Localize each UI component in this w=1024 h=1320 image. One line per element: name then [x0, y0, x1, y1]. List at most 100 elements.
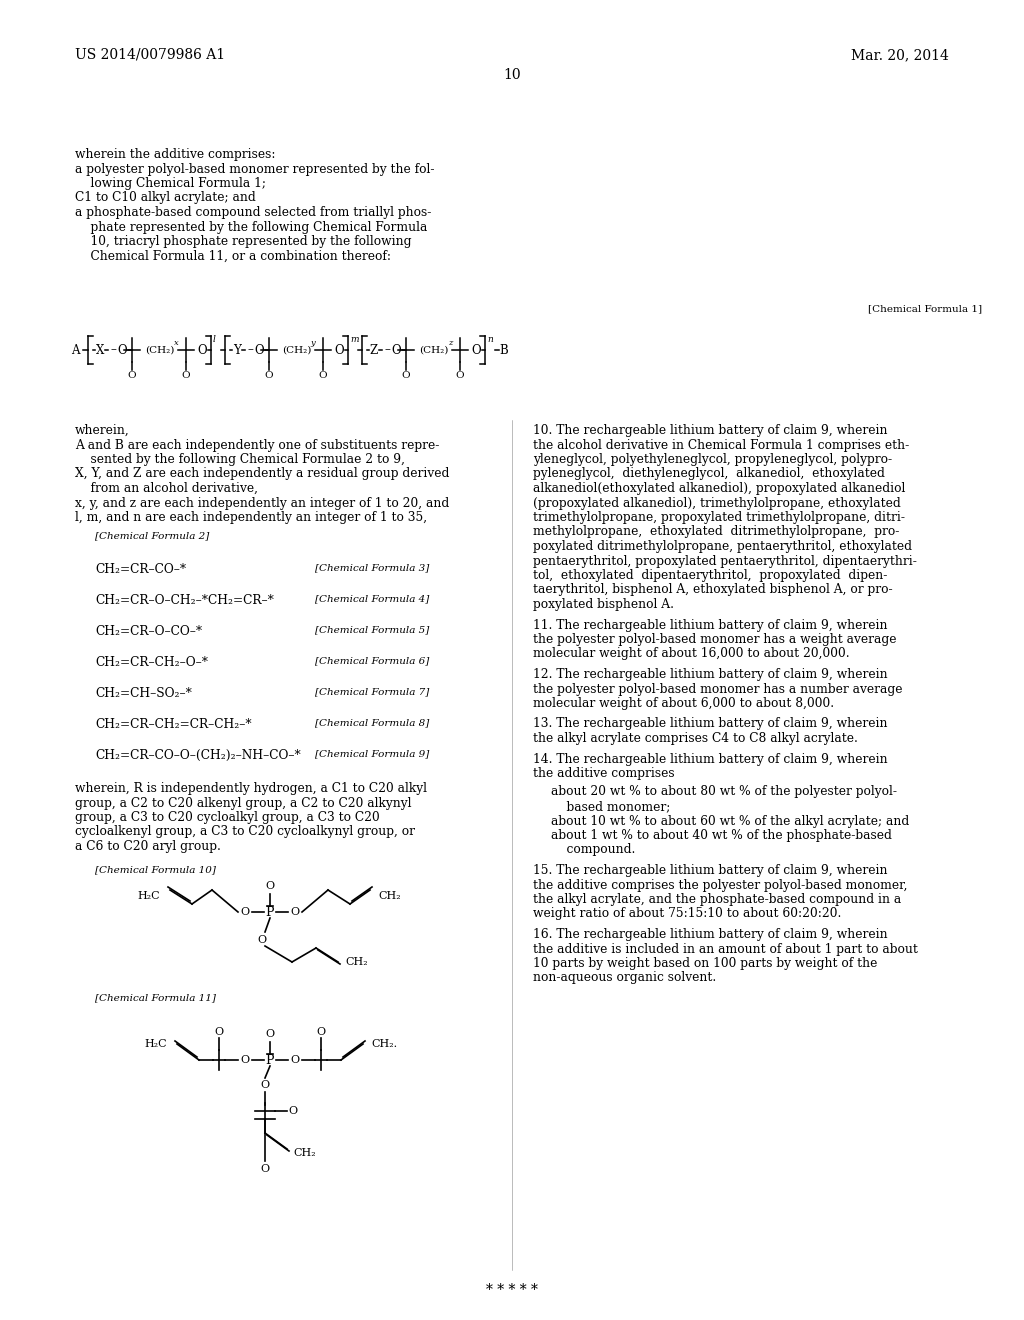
Text: [Chemical Formula 8]: [Chemical Formula 8] — [315, 718, 429, 727]
Text: based monomer;: based monomer; — [551, 800, 671, 813]
Text: methylolpropane,  ethoxylated  ditrimethylolpropane,  pro-: methylolpropane, ethoxylated ditrimethyl… — [534, 525, 899, 539]
Text: 10: 10 — [503, 69, 521, 82]
Text: n: n — [487, 335, 493, 345]
Text: B: B — [500, 343, 508, 356]
Text: O: O — [241, 907, 250, 917]
Text: O: O — [456, 371, 464, 380]
Text: Y: Y — [233, 343, 241, 356]
Text: P: P — [266, 1053, 274, 1067]
Text: [Chemical Formula 4]: [Chemical Formula 4] — [315, 594, 429, 603]
Text: C1 to C10 alkyl acrylate; and: C1 to C10 alkyl acrylate; and — [75, 191, 256, 205]
Text: molecular weight of about 16,000 to about 20,000.: molecular weight of about 16,000 to abou… — [534, 648, 850, 660]
Text: O: O — [198, 343, 207, 356]
Text: from an alcohol derivative,: from an alcohol derivative, — [75, 482, 258, 495]
Text: molecular weight of about 6,000 to about 8,000.: molecular weight of about 6,000 to about… — [534, 697, 835, 710]
Text: (propoxylated alkanediol), trimethylolpropane, ethoxylated: (propoxylated alkanediol), trimethylolpr… — [534, 496, 901, 510]
Text: 14. The rechargeable lithium battery of claim 9, wherein: 14. The rechargeable lithium battery of … — [534, 752, 888, 766]
Text: pentaerythritol, propoxylated pentaerythritol, dipentaerythri-: pentaerythritol, propoxylated pentaeryth… — [534, 554, 916, 568]
Text: y: y — [310, 339, 315, 347]
Text: –: – — [110, 343, 116, 356]
Text: weight ratio of about 75:15:10 to about 60:20:20.: weight ratio of about 75:15:10 to about … — [534, 908, 842, 920]
Text: tol,  ethoxylated  dipentaerythritol,  propoxylated  dipen-: tol, ethoxylated dipentaerythritol, prop… — [534, 569, 888, 582]
Text: a C6 to C20 aryl group.: a C6 to C20 aryl group. — [75, 840, 221, 853]
Text: a polyester polyol-based monomer represented by the fol-: a polyester polyol-based monomer represe… — [75, 162, 434, 176]
Text: 16. The rechargeable lithium battery of claim 9, wherein: 16. The rechargeable lithium battery of … — [534, 928, 888, 941]
Text: CH₂: CH₂ — [293, 1148, 315, 1158]
Text: O: O — [471, 343, 481, 356]
Text: O: O — [291, 1055, 300, 1065]
Text: 12. The rechargeable lithium battery of claim 9, wherein: 12. The rechargeable lithium battery of … — [534, 668, 888, 681]
Text: US 2014/0079986 A1: US 2014/0079986 A1 — [75, 48, 225, 62]
Text: A: A — [71, 343, 79, 356]
Text: sented by the following Chemical Formulae 2 to 9,: sented by the following Chemical Formula… — [75, 453, 406, 466]
Text: X: X — [96, 343, 104, 356]
Text: CH₂: CH₂ — [345, 957, 368, 968]
Text: [Chemical Formula 3]: [Chemical Formula 3] — [315, 564, 429, 572]
Text: H₂C: H₂C — [144, 1039, 167, 1049]
Text: A and B are each independently one of substituents repre-: A and B are each independently one of su… — [75, 438, 439, 451]
Text: poxylated ditrimethylolpropane, pentaerythritol, ethoxylated: poxylated ditrimethylolpropane, pentaery… — [534, 540, 912, 553]
Text: O: O — [257, 935, 266, 945]
Text: Z: Z — [370, 343, 378, 356]
Text: group, a C2 to C20 alkenyl group, a C2 to C20 alkynyl: group, a C2 to C20 alkenyl group, a C2 t… — [75, 796, 412, 809]
Text: Chemical Formula 11, or a combination thereof:: Chemical Formula 11, or a combination th… — [75, 249, 391, 263]
Text: the additive comprises: the additive comprises — [534, 767, 675, 780]
Text: –: – — [384, 343, 390, 356]
Text: [Chemical Formula 6]: [Chemical Formula 6] — [315, 656, 429, 665]
Text: (CH₂): (CH₂) — [419, 346, 449, 355]
Text: the alkyl acrylate comprises C4 to C8 alkyl acrylate.: the alkyl acrylate comprises C4 to C8 al… — [534, 733, 858, 744]
Text: O: O — [128, 371, 136, 380]
Text: CH₂=CR–CH₂–O–*: CH₂=CR–CH₂–O–* — [95, 656, 208, 669]
Text: O: O — [291, 907, 300, 917]
Text: CH₂: CH₂ — [378, 891, 400, 902]
Text: [Chemical Formula 11]: [Chemical Formula 11] — [95, 993, 216, 1002]
Text: l: l — [213, 335, 216, 345]
Text: CH₂=CR–O–CH₂–*CH₂=CR–*: CH₂=CR–O–CH₂–*CH₂=CR–* — [95, 594, 273, 607]
Text: [Chemical Formula 2]: [Chemical Formula 2] — [95, 531, 209, 540]
Text: 13. The rechargeable lithium battery of claim 9, wherein: 13. The rechargeable lithium battery of … — [534, 718, 888, 730]
Text: 10. The rechargeable lithium battery of claim 9, wherein: 10. The rechargeable lithium battery of … — [534, 424, 888, 437]
Text: CH₂=CR–CO–O–(CH₂)₂–NH–CO–*: CH₂=CR–CO–O–(CH₂)₂–NH–CO–* — [95, 748, 301, 762]
Text: non-aqueous organic solvent.: non-aqueous organic solvent. — [534, 972, 716, 985]
Text: phate represented by the following Chemical Formula: phate represented by the following Chemi… — [75, 220, 427, 234]
Text: CH₂=CH–SO₂–*: CH₂=CH–SO₂–* — [95, 686, 191, 700]
Text: H₂C: H₂C — [137, 891, 160, 902]
Text: O: O — [391, 343, 400, 356]
Text: about 20 wt % to about 80 wt % of the polyester polyol-: about 20 wt % to about 80 wt % of the po… — [551, 785, 897, 799]
Text: O: O — [260, 1164, 269, 1173]
Text: yleneglycol, polyethyleneglycol, propyleneglycol, polypro-: yleneglycol, polyethyleneglycol, propyle… — [534, 453, 892, 466]
Text: O: O — [254, 343, 264, 356]
Text: alkanediol(ethoxylated alkanediol), propoxylated alkanediol: alkanediol(ethoxylated alkanediol), prop… — [534, 482, 905, 495]
Text: cycloalkenyl group, a C3 to C20 cycloalkynyl group, or: cycloalkenyl group, a C3 to C20 cycloalk… — [75, 825, 415, 838]
Text: wherein the additive comprises:: wherein the additive comprises: — [75, 148, 275, 161]
Text: O: O — [289, 1106, 298, 1115]
Text: about 1 wt % to about 40 wt % of the phosphate-based: about 1 wt % to about 40 wt % of the pho… — [551, 829, 892, 842]
Text: compound.: compound. — [551, 843, 635, 857]
Text: 15. The rechargeable lithium battery of claim 9, wherein: 15. The rechargeable lithium battery of … — [534, 865, 888, 876]
Text: the polyester polyol-based monomer has a number average: the polyester polyol-based monomer has a… — [534, 682, 902, 696]
Text: z: z — [447, 339, 453, 347]
Text: * * * * *: * * * * * — [486, 1283, 538, 1298]
Text: a phosphate-based compound selected from triallyl phos-: a phosphate-based compound selected from… — [75, 206, 431, 219]
Text: CH₂=CR–CO–*: CH₂=CR–CO–* — [95, 564, 186, 576]
Text: O: O — [265, 880, 274, 891]
Text: the alkyl acrylate, and the phosphate-based compound in a: the alkyl acrylate, and the phosphate-ba… — [534, 894, 901, 906]
Text: the alcohol derivative in Chemical Formula 1 comprises eth-: the alcohol derivative in Chemical Formu… — [534, 438, 909, 451]
Text: pyleneglycol,  diethyleneglycol,  alkanediol,  ethoxylated: pyleneglycol, diethyleneglycol, alkanedi… — [534, 467, 885, 480]
Text: l, m, and n are each independently an integer of 1 to 35,: l, m, and n are each independently an in… — [75, 511, 427, 524]
Text: the additive comprises the polyester polyol-based monomer,: the additive comprises the polyester pol… — [534, 879, 907, 891]
Text: O: O — [401, 371, 411, 380]
Text: CH₂=CR–CH₂=CR–CH₂–*: CH₂=CR–CH₂=CR–CH₂–* — [95, 718, 252, 731]
Text: group, a C3 to C20 cycloalkyl group, a C3 to C20: group, a C3 to C20 cycloalkyl group, a C… — [75, 810, 380, 824]
Text: [Chemical Formula 10]: [Chemical Formula 10] — [95, 865, 216, 874]
Text: [Chemical Formula 9]: [Chemical Formula 9] — [315, 748, 429, 758]
Text: O: O — [117, 343, 127, 356]
Text: [Chemical Formula 7]: [Chemical Formula 7] — [315, 686, 429, 696]
Text: Mar. 20, 2014: Mar. 20, 2014 — [851, 48, 949, 62]
Text: CH₂=CR–O–CO–*: CH₂=CR–O–CO–* — [95, 624, 202, 638]
Text: [Chemical Formula 1]: [Chemical Formula 1] — [868, 304, 982, 313]
Text: wherein,: wherein, — [75, 424, 130, 437]
Text: O: O — [260, 1080, 269, 1090]
Text: poxylated bisphenol A.: poxylated bisphenol A. — [534, 598, 674, 611]
Text: 11. The rechargeable lithium battery of claim 9, wherein: 11. The rechargeable lithium battery of … — [534, 619, 888, 631]
